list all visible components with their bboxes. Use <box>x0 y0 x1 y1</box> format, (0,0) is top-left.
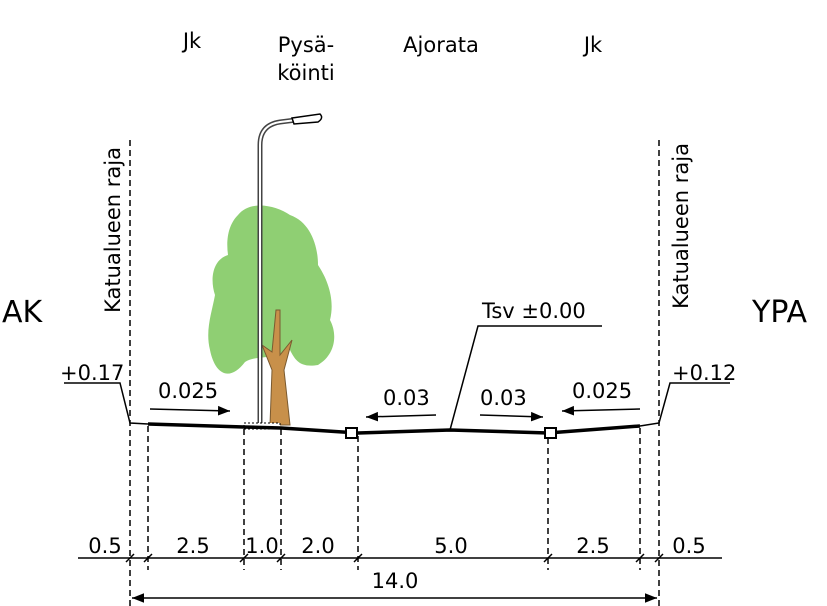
width-label: 0.5 <box>672 534 705 558</box>
zone-label: Jk <box>582 33 603 57</box>
edge-left <box>64 382 149 425</box>
slope-arrow <box>365 411 437 422</box>
slope-label: 0.03 <box>480 386 527 410</box>
curb <box>345 427 358 439</box>
side-label: AK <box>2 295 44 330</box>
zone-label: Pysä- <box>278 33 334 57</box>
width-label: 5.0 <box>434 534 467 558</box>
width-label: 2.5 <box>576 534 609 558</box>
slope-label: 0.03 <box>383 386 430 410</box>
curb <box>544 427 557 439</box>
slope-label: 0.025 <box>572 379 632 403</box>
lamp <box>291 113 323 125</box>
zone-label: köinti <box>277 61 334 85</box>
dimension-ticks <box>147 426 641 570</box>
leader-line <box>449 325 602 431</box>
slope-label: 0.025 <box>158 379 218 403</box>
zone-label: Jk <box>181 29 202 53</box>
slope-arrow <box>149 405 231 416</box>
reference-label: Tsv ±0.00 <box>481 299 586 323</box>
slope-arrow <box>561 405 641 416</box>
dimension-slashes <box>125 553 664 563</box>
width-label: 0.5 <box>88 534 121 558</box>
boundary-label: Katualueen raja <box>669 143 693 309</box>
tree-crown <box>208 205 335 374</box>
boundary-label: Katualueen raja <box>101 147 125 313</box>
width-label: 1.0 <box>245 534 278 558</box>
side-label: YPA <box>751 295 807 330</box>
tree-trunk <box>260 309 293 426</box>
width-label: 2.5 <box>176 534 209 558</box>
road-surface <box>147 422 641 435</box>
width-label: 2.0 <box>301 534 334 558</box>
slope-arrow <box>479 411 544 422</box>
total-width-label: 14.0 <box>372 569 419 593</box>
zone-label: Ajorata <box>403 33 479 57</box>
elevation-label: +0.17 <box>60 361 124 385</box>
light-pole-inner <box>259 119 297 425</box>
edge-right <box>639 382 730 427</box>
elevation-label: +0.12 <box>672 361 736 385</box>
